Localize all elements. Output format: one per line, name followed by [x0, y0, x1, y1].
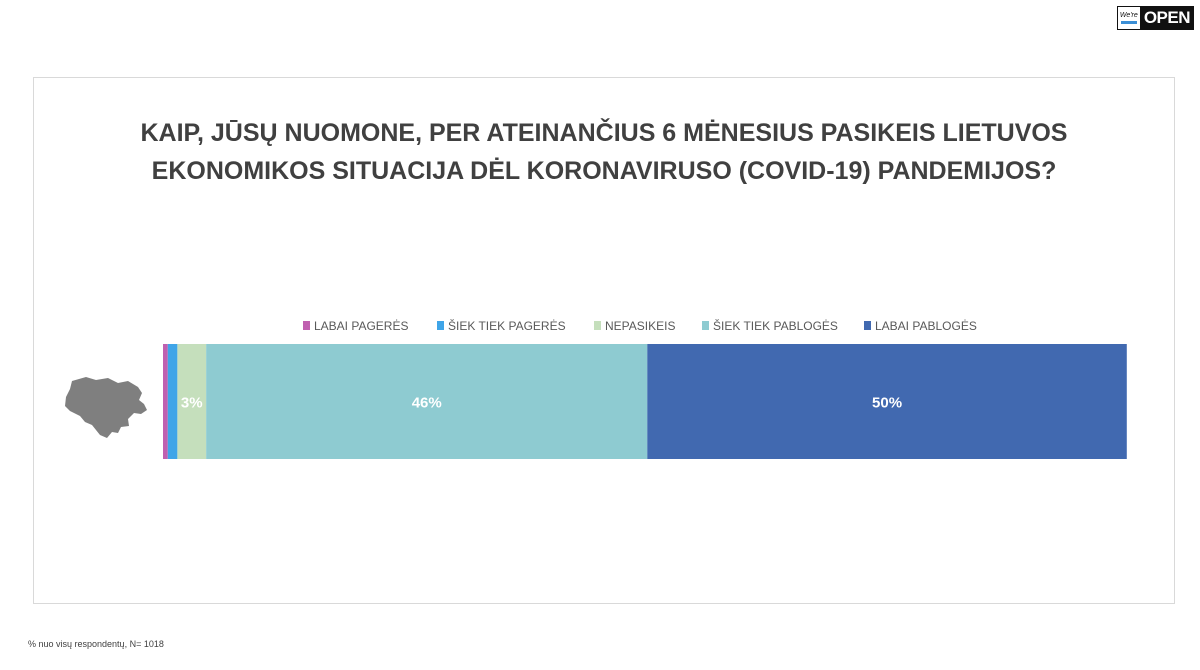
bar-segment: [177, 344, 207, 459]
data-label: 50%: [872, 395, 902, 412]
legend-label: LABAI PAGERĖS: [314, 319, 408, 333]
lithuania-map-icon: [65, 377, 147, 438]
legend-label: ŠIEK TIEK PABLOGĖS: [713, 318, 838, 333]
legend-label: ŠIEK TIEK PAGERĖS: [448, 318, 566, 333]
legend-swatch: [864, 321, 871, 330]
bar-segment: [167, 344, 178, 459]
chart-frame: KAIP, JŪSŲ NUOMONE, PER ATEINANČIUS 6 MĖ…: [33, 77, 1175, 604]
chart-title: KAIP, JŪSŲ NUOMONE, PER ATEINANČIUS 6 MĖ…: [140, 119, 1068, 185]
legend-swatch: [437, 321, 444, 330]
legend-swatch: [702, 321, 709, 330]
legend-label: NEPASIKEIS: [605, 319, 675, 333]
bar-segment: [163, 344, 168, 459]
legend-label: LABAI PABLOGĖS: [875, 319, 977, 333]
footnote: % nuo visų respondentų, N= 1018: [28, 639, 164, 649]
logo-mark-bar: [1120, 21, 1137, 24]
brand-logo: We're OPEN: [1116, 6, 1194, 30]
logo-mark-text: We're: [1119, 12, 1138, 19]
logo-mark: We're: [1118, 7, 1141, 29]
bar-segment: [206, 344, 648, 459]
legend-swatch: [594, 321, 601, 330]
legend-swatch: [303, 321, 310, 330]
bar-segment: [647, 344, 1127, 459]
logo-brand-text: OPEN: [1140, 7, 1193, 29]
data-label: 46%: [412, 395, 442, 412]
data-label: 3%: [181, 395, 203, 412]
